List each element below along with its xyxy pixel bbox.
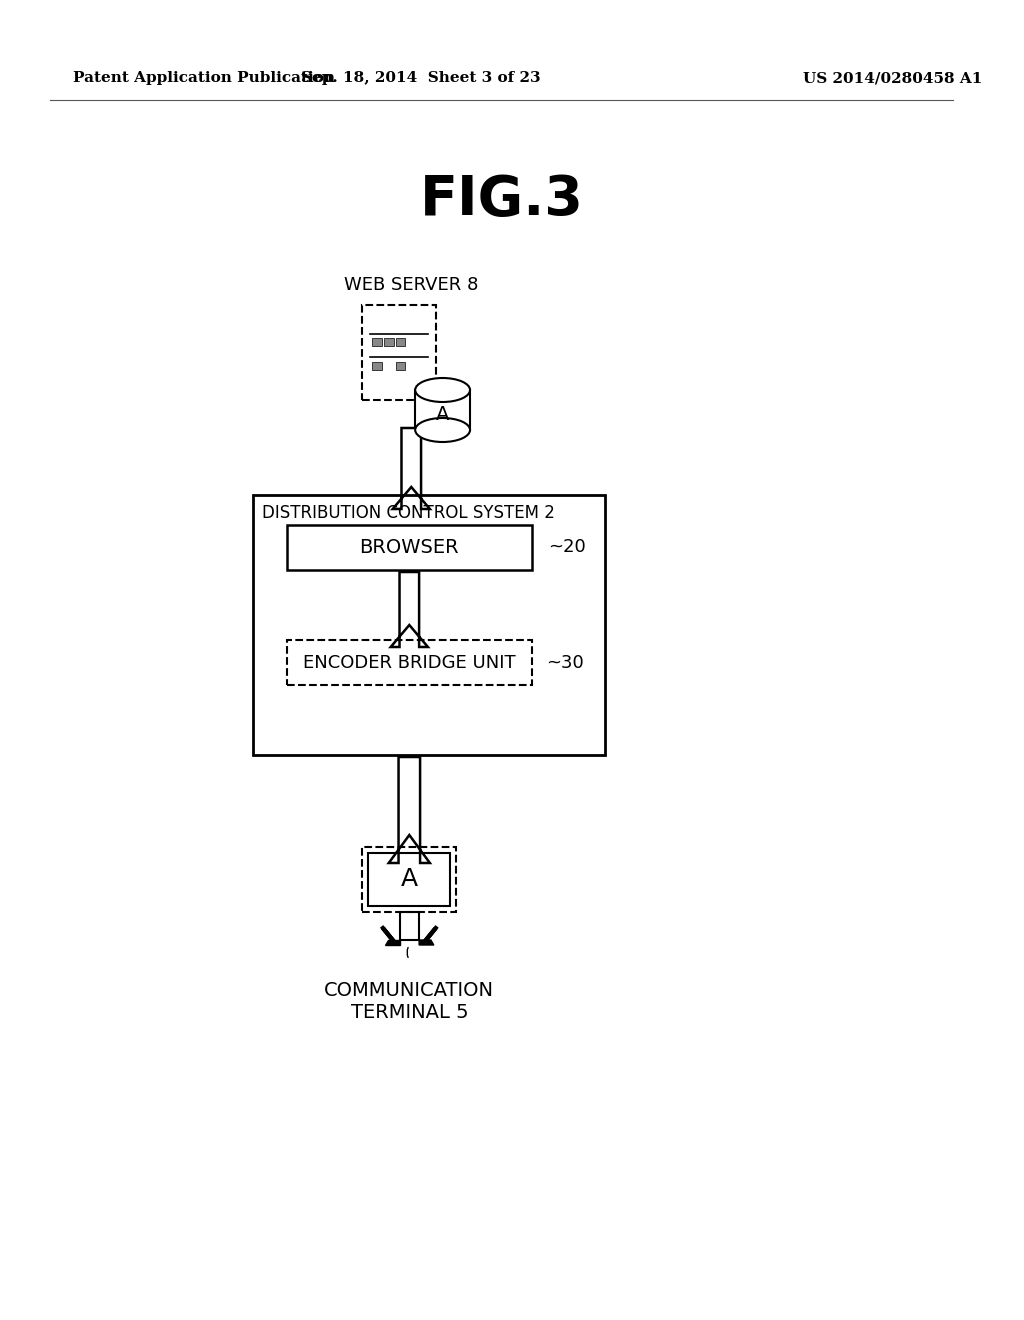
Text: ~20: ~20 <box>549 539 586 557</box>
Polygon shape <box>419 940 434 945</box>
Text: Sep. 18, 2014  Sheet 3 of 23: Sep. 18, 2014 Sheet 3 of 23 <box>301 71 541 84</box>
Polygon shape <box>391 572 428 647</box>
Text: TERMINAL 5: TERMINAL 5 <box>350 1002 468 1022</box>
Bar <box>395 338 406 346</box>
Text: WEB SERVER 8: WEB SERVER 8 <box>344 276 478 294</box>
Bar <box>372 362 382 370</box>
Text: DISTRIBUTION CONTROL SYSTEM 2: DISTRIBUTION CONTROL SYSTEM 2 <box>262 504 555 521</box>
Polygon shape <box>389 756 430 863</box>
Text: ENCODER BRIDGE UNIT: ENCODER BRIDGE UNIT <box>303 653 516 672</box>
Ellipse shape <box>415 418 470 442</box>
Text: ~30: ~30 <box>547 653 584 672</box>
Bar <box>395 362 406 370</box>
Polygon shape <box>385 940 399 945</box>
Bar <box>384 338 393 346</box>
Text: A: A <box>400 867 418 891</box>
Text: US 2014/0280458 A1: US 2014/0280458 A1 <box>803 71 982 84</box>
Polygon shape <box>392 428 430 510</box>
Text: A: A <box>436 405 450 425</box>
Bar <box>415 389 470 430</box>
Text: Patent Application Publication: Patent Application Publication <box>74 71 336 84</box>
Text: COMMUNICATION: COMMUNICATION <box>325 981 495 999</box>
Bar <box>372 338 382 346</box>
Text: FIG.3: FIG.3 <box>420 173 584 227</box>
Text: BROWSER: BROWSER <box>359 539 459 557</box>
Ellipse shape <box>415 378 470 403</box>
